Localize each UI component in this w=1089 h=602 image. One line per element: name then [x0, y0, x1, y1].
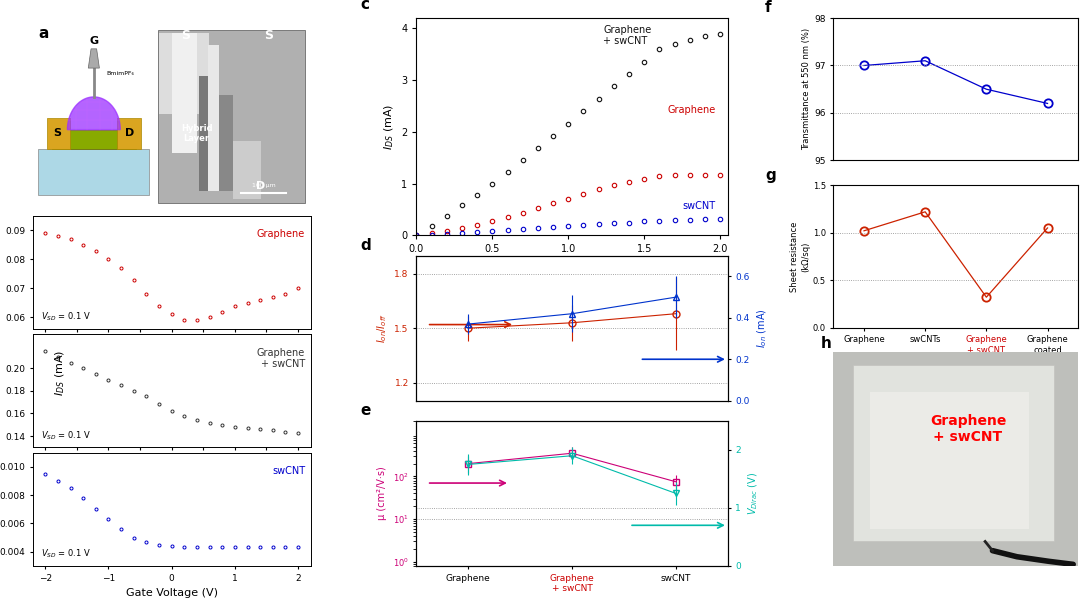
- Polygon shape: [38, 149, 149, 195]
- Text: Hybrid
Layer: Hybrid Layer: [181, 124, 212, 143]
- Polygon shape: [88, 49, 99, 68]
- Bar: [870, 392, 1029, 529]
- Text: $I_{DS}$ (mA): $I_{DS}$ (mA): [53, 350, 66, 396]
- Y-axis label: $I_{DS}$ (mA): $I_{DS}$ (mA): [382, 104, 395, 150]
- Bar: [853, 365, 1054, 541]
- Bar: [172, 34, 197, 153]
- Text: $V_{SD}$ = 0.1 V: $V_{SD}$ = 0.1 V: [41, 311, 91, 323]
- Text: a: a: [38, 26, 49, 41]
- X-axis label: Gate Voltage (V): Gate Voltage (V): [125, 588, 218, 598]
- Text: S: S: [265, 29, 273, 42]
- Bar: [233, 141, 260, 199]
- Bar: [158, 29, 305, 203]
- Text: Graphene
+ swCNT: Graphene + swCNT: [257, 348, 305, 370]
- Text: S: S: [53, 128, 62, 138]
- Text: G: G: [89, 36, 98, 46]
- Text: BmimPF₆: BmimPF₆: [107, 72, 134, 76]
- Y-axis label: Transmittance at 550 nm (%): Transmittance at 550 nm (%): [803, 28, 811, 150]
- Polygon shape: [68, 97, 120, 129]
- Bar: [159, 34, 209, 114]
- Text: Graphene
+ swCNT: Graphene + swCNT: [930, 414, 1006, 444]
- Text: Graphene: Graphene: [257, 229, 305, 240]
- Text: D: D: [125, 128, 135, 138]
- X-axis label: Voltage ($V_{DS}$): Voltage ($V_{DS}$): [535, 260, 610, 274]
- Y-axis label: Sheet resistance
(kΩ/sq): Sheet resistance (kΩ/sq): [791, 221, 810, 291]
- Bar: [219, 95, 233, 191]
- Y-axis label: $V_{Dirac}$ (V): $V_{Dirac}$ (V): [747, 472, 760, 515]
- Polygon shape: [47, 118, 70, 149]
- Y-axis label: $I_{on}$ (mA): $I_{on}$ (mA): [756, 308, 769, 348]
- Text: f: f: [764, 1, 771, 16]
- Text: D: D: [256, 181, 266, 191]
- Text: Graphene
+ swCNT: Graphene + swCNT: [603, 25, 651, 46]
- Text: swCNT: swCNT: [682, 200, 715, 211]
- Text: swCNT: swCNT: [272, 467, 305, 476]
- Text: c: c: [360, 0, 369, 13]
- Bar: [208, 45, 219, 191]
- Polygon shape: [118, 118, 142, 149]
- Text: e: e: [360, 403, 370, 418]
- Y-axis label: μ (cm²/V·s): μ (cm²/V·s): [377, 467, 387, 520]
- Text: S: S: [181, 29, 191, 42]
- Text: g: g: [764, 167, 775, 182]
- Polygon shape: [52, 129, 135, 149]
- Text: d: d: [360, 238, 371, 253]
- Text: h: h: [821, 336, 832, 351]
- Text: $V_{SD}$ = 0.1 V: $V_{SD}$ = 0.1 V: [41, 548, 91, 560]
- Text: 100 μm: 100 μm: [252, 182, 276, 188]
- Y-axis label: $I_{on}/I_{off}$: $I_{on}/I_{off}$: [375, 314, 389, 343]
- Bar: [199, 76, 208, 191]
- Text: $V_{SD}$ = 0.1 V: $V_{SD}$ = 0.1 V: [41, 429, 91, 442]
- Text: Graphene: Graphene: [668, 105, 715, 115]
